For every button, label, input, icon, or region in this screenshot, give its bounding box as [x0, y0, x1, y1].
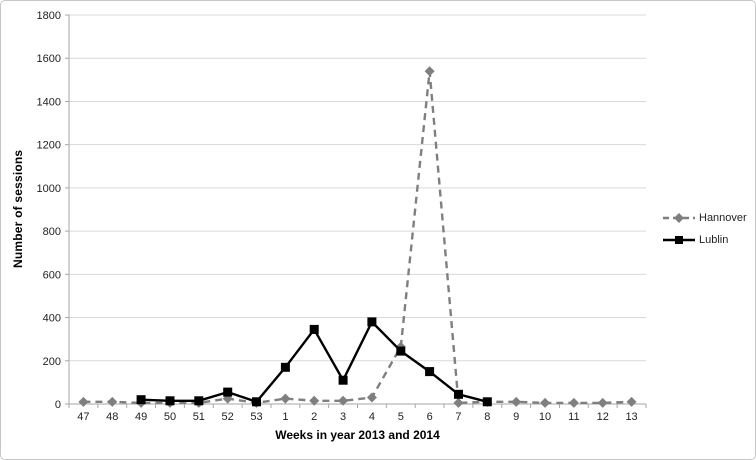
svg-text:51: 51	[193, 411, 205, 423]
svg-text:13: 13	[625, 411, 637, 423]
svg-text:2: 2	[311, 411, 317, 423]
svg-text:52: 52	[222, 411, 234, 423]
svg-text:6: 6	[427, 411, 433, 423]
svg-text:10: 10	[539, 411, 551, 423]
svg-text:47: 47	[77, 411, 89, 423]
svg-text:1: 1	[282, 411, 288, 423]
legend-label-lublin: Lublin	[699, 234, 729, 246]
svg-text:53: 53	[250, 411, 262, 423]
lublin-solid-square-icon	[663, 236, 695, 244]
svg-text:7: 7	[455, 411, 461, 423]
svg-text:4: 4	[369, 411, 375, 423]
svg-text:50: 50	[164, 411, 176, 423]
svg-text:11: 11	[568, 411, 579, 423]
svg-text:1600: 1600	[37, 53, 61, 65]
y-axis-title: Number of sessions	[11, 149, 25, 269]
svg-text:12: 12	[597, 411, 609, 423]
svg-text:1000: 1000	[37, 183, 61, 195]
svg-text:1400: 1400	[37, 96, 61, 108]
svg-text:3: 3	[340, 411, 346, 423]
svg-text:600: 600	[43, 269, 61, 281]
legend-item-lublin: Lublin	[663, 229, 755, 251]
svg-text:800: 800	[43, 226, 61, 238]
svg-text:1200: 1200	[37, 140, 61, 152]
legend-item-hannover: Hannover	[663, 207, 755, 229]
hannover-dashed-diamond-icon	[663, 213, 695, 223]
svg-text:48: 48	[106, 411, 118, 423]
svg-text:1800: 1800	[37, 10, 61, 22]
svg-text:0: 0	[55, 399, 61, 411]
legend: Hannover Lublin	[663, 207, 755, 251]
svg-text:400: 400	[43, 313, 61, 325]
svg-text:9: 9	[513, 411, 519, 423]
svg-text:5: 5	[398, 411, 404, 423]
svg-text:49: 49	[135, 411, 147, 423]
svg-text:8: 8	[484, 411, 490, 423]
legend-label-hannover: Hannover	[699, 212, 747, 224]
x-axis-title: Weeks in year 2013 and 2014	[275, 428, 440, 442]
svg-text:200: 200	[43, 356, 61, 368]
